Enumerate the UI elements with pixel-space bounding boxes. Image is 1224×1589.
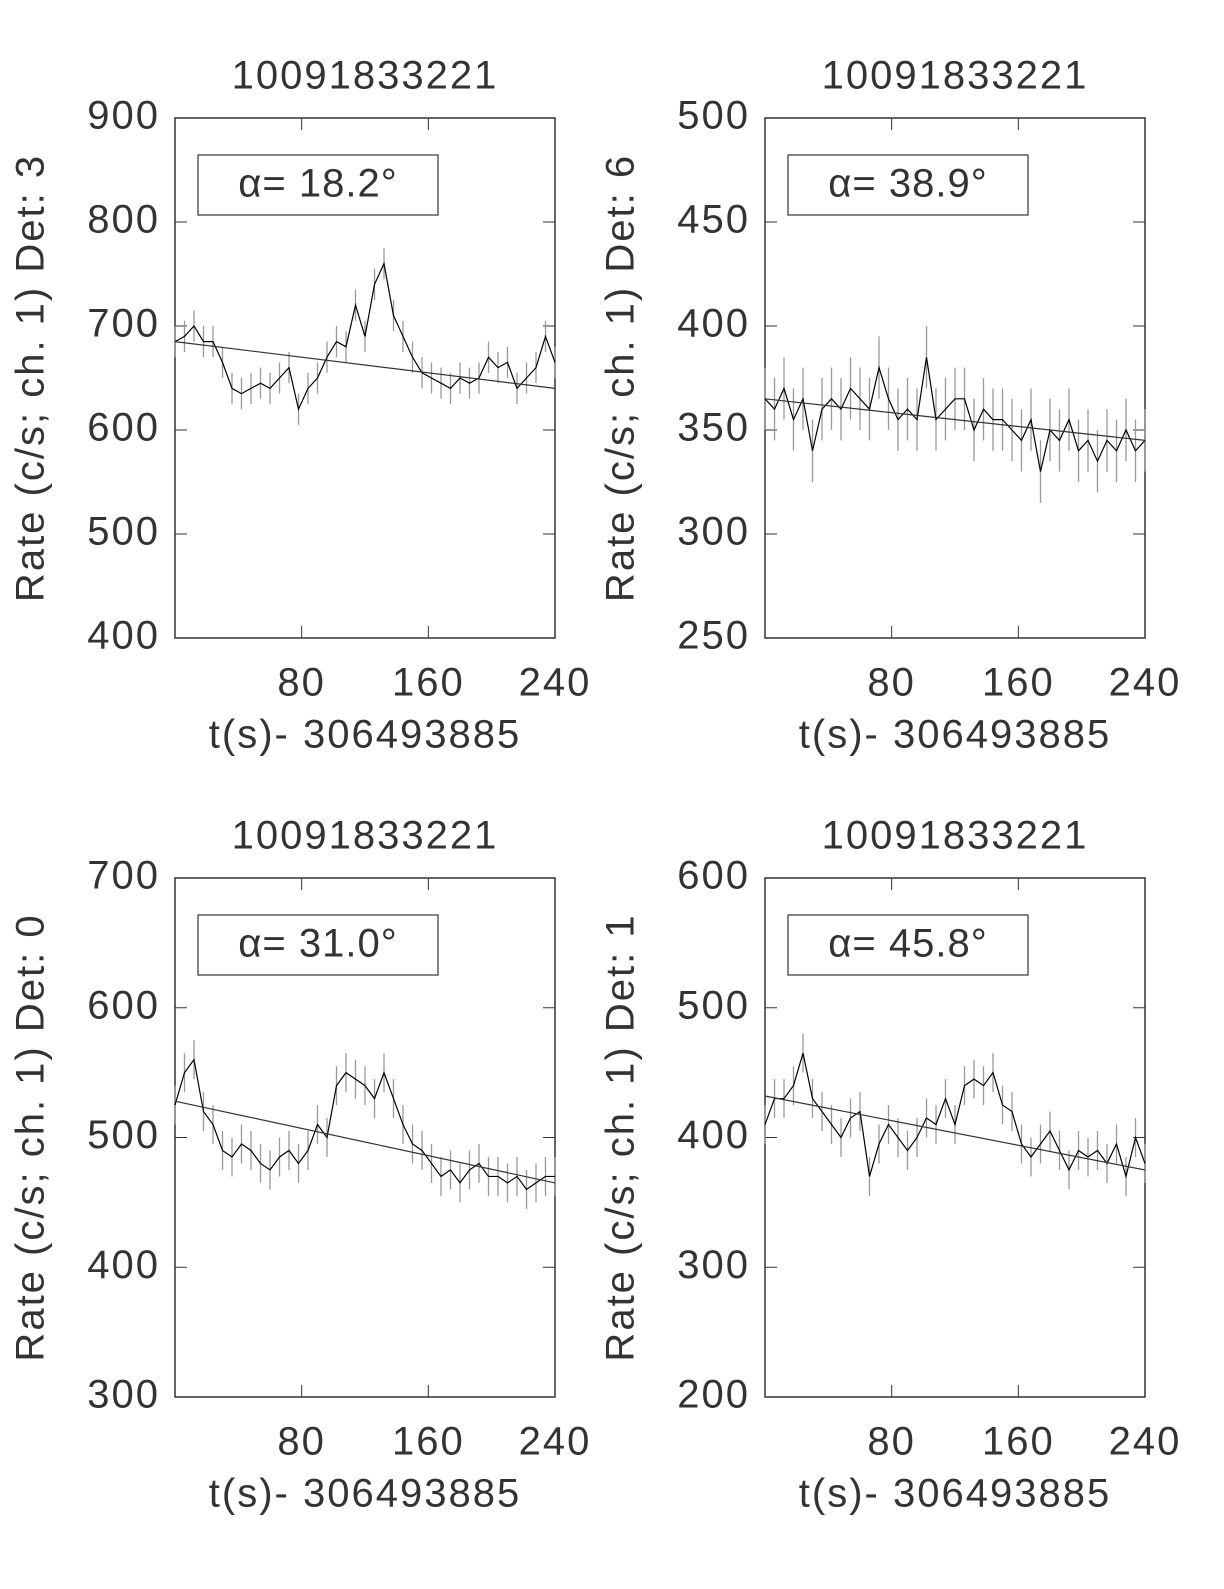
x-tick-label: 160 [982,661,1055,705]
x-tick-label: 240 [1109,661,1182,705]
y-tick-label: 600 [677,854,750,898]
y-tick-label: 350 [677,406,750,450]
y-tick-label: 600 [87,983,160,1027]
y-tick-label: 800 [87,198,160,242]
y-tick-label: 300 [87,1373,160,1417]
y-tick-label: 300 [677,510,750,554]
x-tick-label: 160 [392,1420,465,1464]
y-tick-label: 400 [87,1243,160,1287]
x-axis-label: t(s)- 306493885 [799,1472,1111,1516]
data-line [174,261,556,412]
data-line [174,1058,555,1191]
y-tick-label: 200 [677,1373,750,1417]
fit-line [174,341,556,389]
annotation: α= 31.0° [238,922,397,966]
y-tick-label: 700 [87,302,160,346]
y-tick-label: 450 [677,198,750,242]
y-tick-label: 500 [87,1113,160,1157]
y-axis-label: Rate (c/s; ch. 1) Det: 1 [599,913,643,1361]
y-axis-label: Rate (c/s; ch. 1) Det: 6 [599,154,643,602]
x-tick-label: 240 [1109,1420,1182,1464]
annotation-box [197,154,439,216]
y-tick-label: 500 [677,94,750,138]
fit-line [174,1100,556,1184]
x-tick-label: 160 [392,661,465,705]
y-tick-label: 400 [677,302,750,346]
x-tick-label: 240 [519,661,592,705]
panel-title: 10091833221 [822,814,1089,858]
annotation-box [787,914,1029,976]
x-tick-label: 80 [277,1420,326,1464]
y-tick-label: 500 [87,510,160,554]
y-tick-label: 600 [87,406,160,450]
y-tick-label: 250 [677,614,750,658]
y-axis-label: Rate (c/s; ch. 1) Det: 0 [9,913,53,1361]
panel-title: 10091833221 [232,814,499,858]
x-tick-label: 240 [519,1420,592,1464]
y-tick-label: 900 [87,94,160,138]
fit-line [764,1095,1146,1171]
x-tick-label: 80 [867,661,916,705]
panel-title: 10091833221 [822,54,1089,98]
annotation: α= 38.9° [828,162,987,206]
x-tick-label: 80 [867,1420,916,1464]
annotation-box [787,154,1029,216]
y-tick-label: 400 [87,614,160,658]
annotation: α= 18.2° [238,162,397,206]
y-tick-label: 300 [677,1243,750,1287]
data-line [764,1052,1146,1179]
x-axis-label: t(s)- 306493885 [209,1472,521,1516]
x-axis-label: t(s)- 306493885 [799,713,1111,757]
y-tick-label: 500 [677,983,750,1027]
x-tick-label: 80 [277,661,326,705]
fit-line [764,398,1146,441]
annotation-box [197,914,439,976]
y-tick-label: 700 [87,854,160,898]
data-line [764,357,1146,472]
x-tick-label: 160 [982,1420,1055,1464]
panel-title: 10091833221 [232,54,499,98]
annotation: α= 45.8° [828,922,987,966]
y-tick-label: 400 [677,1113,750,1157]
x-axis-label: t(s)- 306493885 [209,713,521,757]
y-axis-label: Rate (c/s; ch. 1) Det: 3 [9,154,53,602]
